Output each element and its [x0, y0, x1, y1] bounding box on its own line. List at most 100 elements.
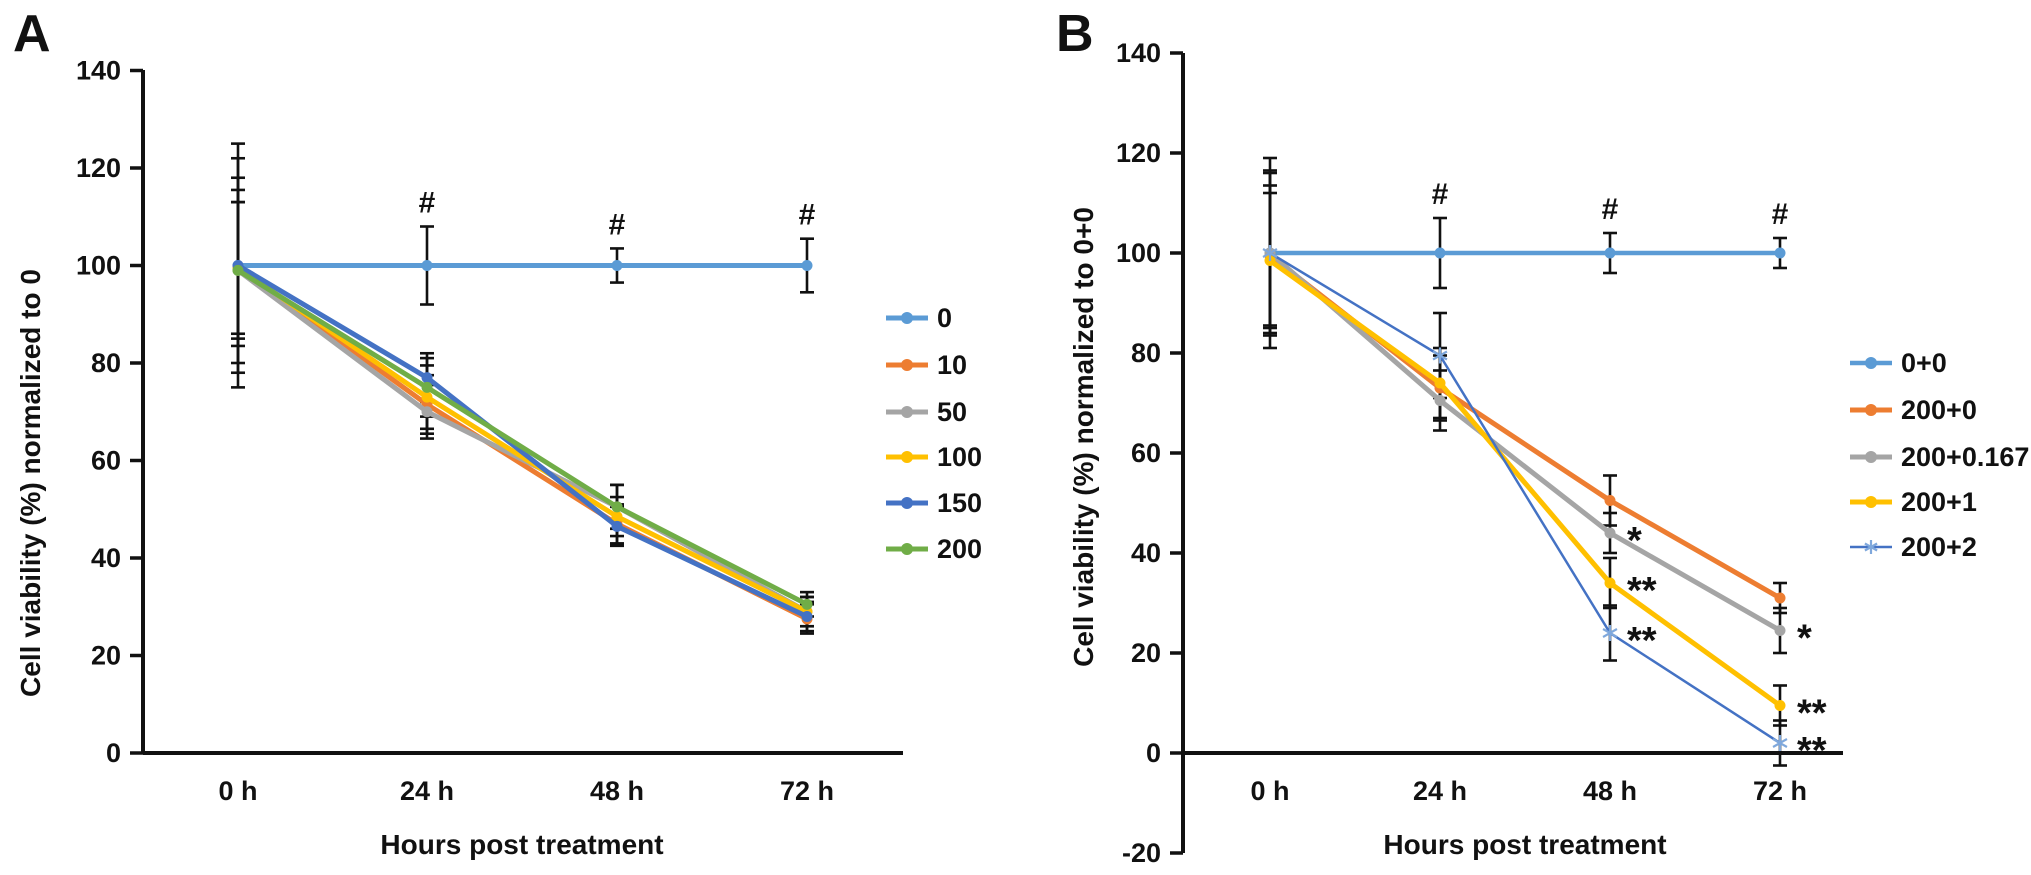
legend: 0+0 200+0 200+0.167 200+1 200+2	[1850, 348, 2029, 562]
y-tick-label: 60	[91, 446, 121, 476]
legend-item-200+0: 200+0	[1850, 395, 1977, 425]
y-tick-label: 60	[1131, 438, 1161, 468]
x-tick-label: 48 h	[590, 776, 644, 806]
significance-annotation: **	[1797, 693, 1827, 735]
x-tick-label: 24 h	[400, 776, 454, 806]
significance-annotation: #	[799, 199, 816, 232]
y-tick-label: 100	[76, 251, 121, 281]
circle-marker	[1604, 527, 1616, 539]
x-tick-label: 48 h	[1583, 776, 1637, 806]
circle-marker	[1604, 495, 1616, 506]
error-bars	[231, 142, 814, 635]
circle-marker	[421, 391, 433, 403]
circle-marker	[421, 406, 433, 418]
legend-label: 50	[937, 397, 967, 427]
significance-annotation: *	[1797, 618, 1812, 660]
series-200+0	[1264, 250, 1786, 604]
x-tick-label: 72 h	[1753, 776, 1807, 806]
circle-marker	[611, 501, 623, 513]
significance-annotation: #	[1602, 193, 1619, 226]
circle-marker	[611, 520, 623, 532]
x-tick-label: 24 h	[1413, 776, 1467, 806]
panel-a-y-axis-title: Cell viability (%) normalized to 0	[15, 269, 46, 697]
panel-B: -20 0 20 40 60 80 100 120 140 0 h 24 h 48 h 72 h 0+0 2…	[1116, 38, 2029, 868]
legend: 0 10 50 100 150 200	[886, 303, 982, 564]
legend-label: 200+0.167	[1901, 442, 2029, 472]
legend-marker	[901, 497, 913, 509]
legend-label: 200+1	[1901, 487, 1977, 517]
circle-marker	[611, 260, 623, 271]
series-0+0	[1264, 247, 1786, 259]
legend-item-100: 100	[886, 442, 982, 472]
series-line	[1267, 253, 1783, 601]
series-0	[232, 260, 813, 271]
legend-label: 150	[937, 488, 982, 518]
star-marker	[1602, 625, 1618, 641]
circle-marker	[801, 611, 813, 622]
legend-item-200+2: 200+2	[1850, 532, 1977, 562]
circle-marker	[1774, 247, 1786, 259]
y-tick-label: 100	[1116, 238, 1161, 268]
legend-label: 100	[937, 442, 982, 472]
y-tick-label: -20	[1122, 838, 1161, 868]
significance-annotation: **	[1797, 730, 1827, 772]
x-tick-label: 0 h	[1250, 776, 1289, 806]
significance-annotation: #	[1432, 178, 1449, 211]
series-200+2	[1262, 245, 1788, 751]
legend-item-200+0.167: 200+0.167	[1850, 442, 2029, 472]
series-line	[1267, 258, 1783, 708]
legend-item-50: 50	[886, 397, 967, 427]
legend-marker	[1865, 357, 1877, 369]
circle-marker	[1774, 625, 1786, 636]
legend-marker	[1865, 496, 1877, 508]
circle-marker	[801, 260, 813, 271]
legend-item-0: 0	[886, 303, 952, 333]
panel-b-label: B	[1056, 5, 1094, 63]
x-tick-label: 0 h	[218, 776, 257, 806]
y-tick-label: 80	[1131, 338, 1161, 368]
circle-marker	[1434, 395, 1446, 406]
legend-marker	[901, 543, 913, 555]
significance-annotation: #	[419, 187, 436, 220]
y-tick-label: 120	[1116, 138, 1161, 168]
circle-marker	[611, 511, 623, 523]
legend-marker	[1865, 451, 1877, 463]
circle-marker	[421, 381, 433, 393]
circle-marker	[1774, 592, 1786, 604]
panel-b-y-axis-title: Cell viability (%) normalized to 0+0	[1068, 207, 1099, 667]
circle-marker	[1434, 377, 1446, 389]
panel-a-label: A	[13, 5, 51, 63]
star-marker	[1262, 245, 1278, 261]
series-200+1	[1264, 255, 1786, 711]
significance-annotation: #	[1772, 198, 1789, 231]
legend-label: 200+0	[1901, 395, 1977, 425]
y-tick-label: 80	[91, 348, 121, 378]
circle-marker	[421, 260, 433, 271]
series-line	[1267, 250, 1783, 633]
circle-marker	[1604, 247, 1616, 259]
series-line	[1268, 251, 1782, 745]
y-tick-label: 20	[1131, 638, 1161, 668]
y-tick-label: 120	[76, 153, 121, 183]
y-tick-label: 40	[91, 543, 121, 573]
y-tick-label: 140	[1116, 38, 1161, 68]
significance-annotation: *	[1627, 520, 1642, 562]
error-bars	[1263, 156, 1787, 767]
series-line	[235, 267, 810, 607]
legend-label: 200+2	[1901, 532, 1977, 562]
circle-marker	[421, 372, 433, 384]
legend-item-200+1: 200+1	[1850, 487, 1977, 517]
x-tick-label: 72 h	[780, 776, 834, 806]
circle-marker	[232, 264, 244, 276]
circle-marker	[1774, 700, 1786, 711]
legend-marker	[901, 406, 913, 418]
panel-a-x-axis-title: Hours post treatment	[380, 829, 664, 860]
panel-b-x-axis-title: Hours post treatment	[1383, 829, 1667, 860]
y-tick-label: 40	[1131, 538, 1161, 568]
significance-annotation: #	[609, 208, 626, 241]
legend-label: 0+0	[1901, 348, 1947, 378]
y-tick-label: 20	[91, 641, 121, 671]
significance-annotation: **	[1627, 620, 1657, 662]
legend-label: 10	[937, 350, 967, 380]
